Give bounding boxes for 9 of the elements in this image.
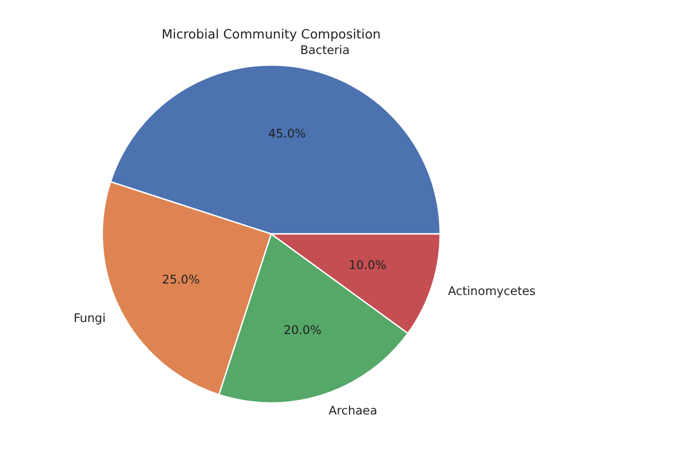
data-label: 20.0% [284,323,322,338]
slice-label: Actinomycetes [448,284,536,298]
slice-label: Fungi [74,310,106,325]
data-label: 10.0% [348,258,386,272]
data-label: 25.0% [162,272,200,287]
slice-label: Bacteria [300,43,350,58]
slice-label: Archaea [328,403,378,418]
chart-title: Microbial Community Composition [162,28,381,43]
data-label: 45.0% [268,126,306,140]
